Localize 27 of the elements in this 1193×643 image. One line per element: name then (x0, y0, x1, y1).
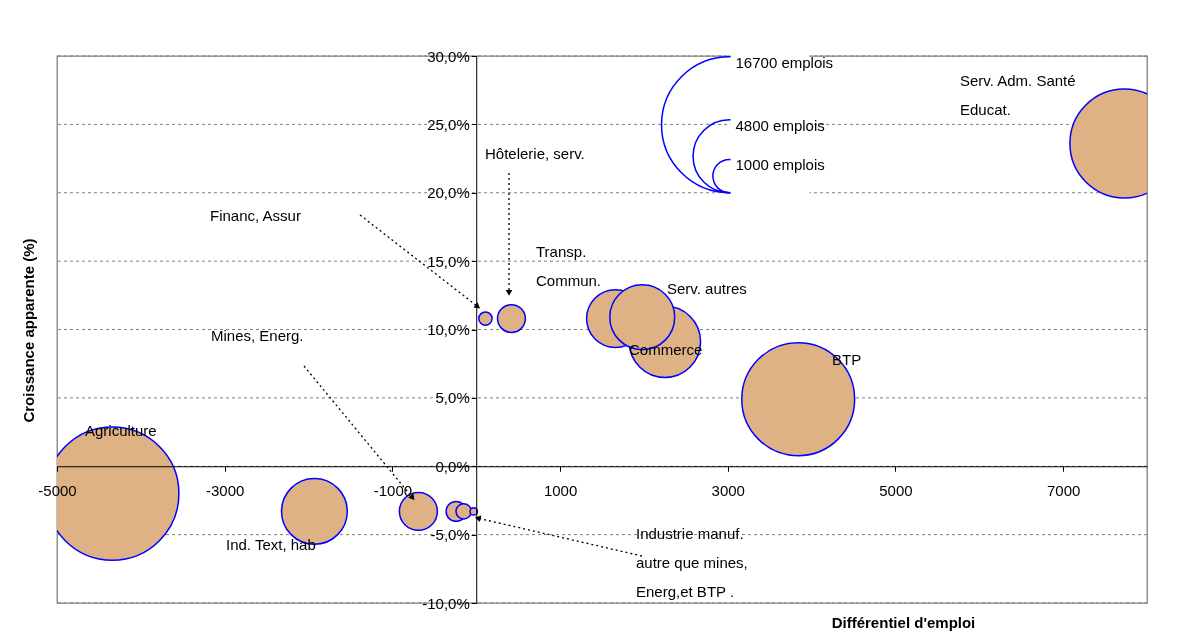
legend-label: 4800 emplois (735, 116, 825, 134)
x-tick-label: 1000 (543, 481, 578, 499)
annotation: Hôtelerie, serv. (485, 145, 585, 162)
x-tick-label: 7000 (1046, 481, 1081, 499)
annotation: Serv. autres (667, 280, 747, 297)
y-tick-label: 10,0% (427, 321, 470, 338)
annotation: Serv. Adm. Santé Educat. (960, 72, 1076, 118)
x-tick-label: -1000 (373, 481, 413, 499)
annotation: Transp. Commun. (536, 243, 602, 289)
x-tick-label: 3000 (711, 481, 745, 499)
annotation: Mines, Energ. (211, 327, 304, 344)
y-tick-label: 20,0% (427, 184, 470, 202)
legend-label: 1000 emplois (735, 156, 825, 174)
y-tick-label: 5,0% (435, 389, 470, 407)
legend-label: 16700 emplois (735, 53, 834, 71)
y-tick-label: -10,0% (422, 594, 470, 612)
annotation: Financ, Assur (210, 207, 301, 224)
y-axis-title: Croissance apparente (%) (19, 238, 37, 423)
annotation: Industrie manuf. autre que mines, Energ,et BTP . (636, 525, 748, 600)
y-tick-label: 15,0% (427, 252, 470, 270)
y-tick-label: 25,0% (427, 115, 470, 133)
y-tick-label: 30,0% (427, 47, 470, 65)
x-tick-label: 5000 (879, 481, 913, 499)
x-tick-label: -3000 (206, 481, 245, 499)
y-tick-label: -5,0% (430, 526, 470, 544)
x-axis-title: Différentiel d'emploi (831, 613, 976, 631)
x-tick-label: -5000 (38, 481, 77, 499)
